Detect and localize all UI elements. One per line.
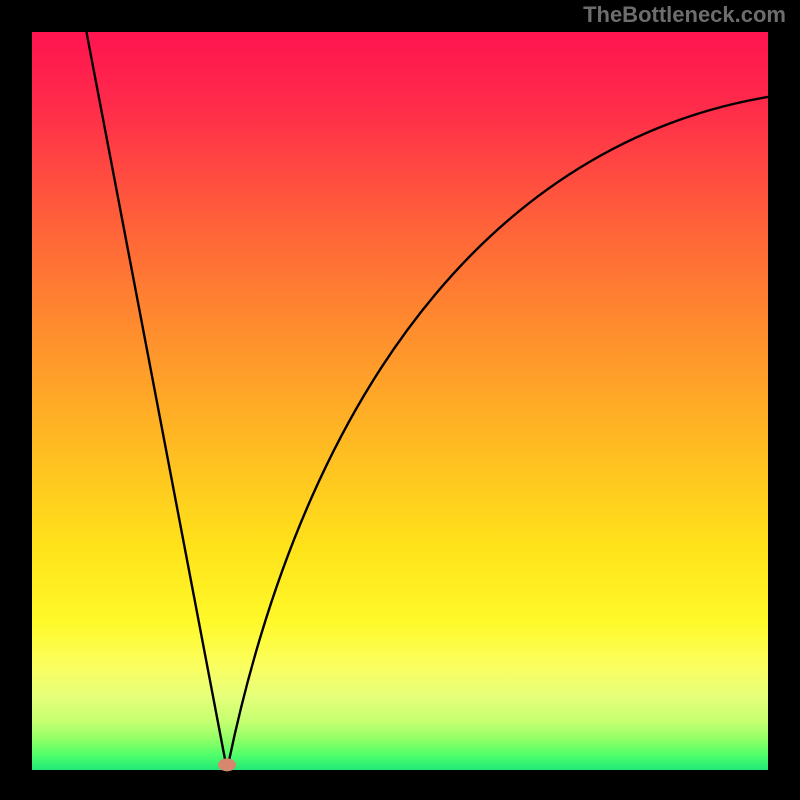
plot-background <box>32 32 768 770</box>
watermark-text: TheBottleneck.com <box>583 2 786 28</box>
minimum-marker <box>218 758 236 771</box>
bottleneck-chart <box>0 0 800 800</box>
chart-container: { "watermark": { "text": "TheBottleneck.… <box>0 0 800 800</box>
